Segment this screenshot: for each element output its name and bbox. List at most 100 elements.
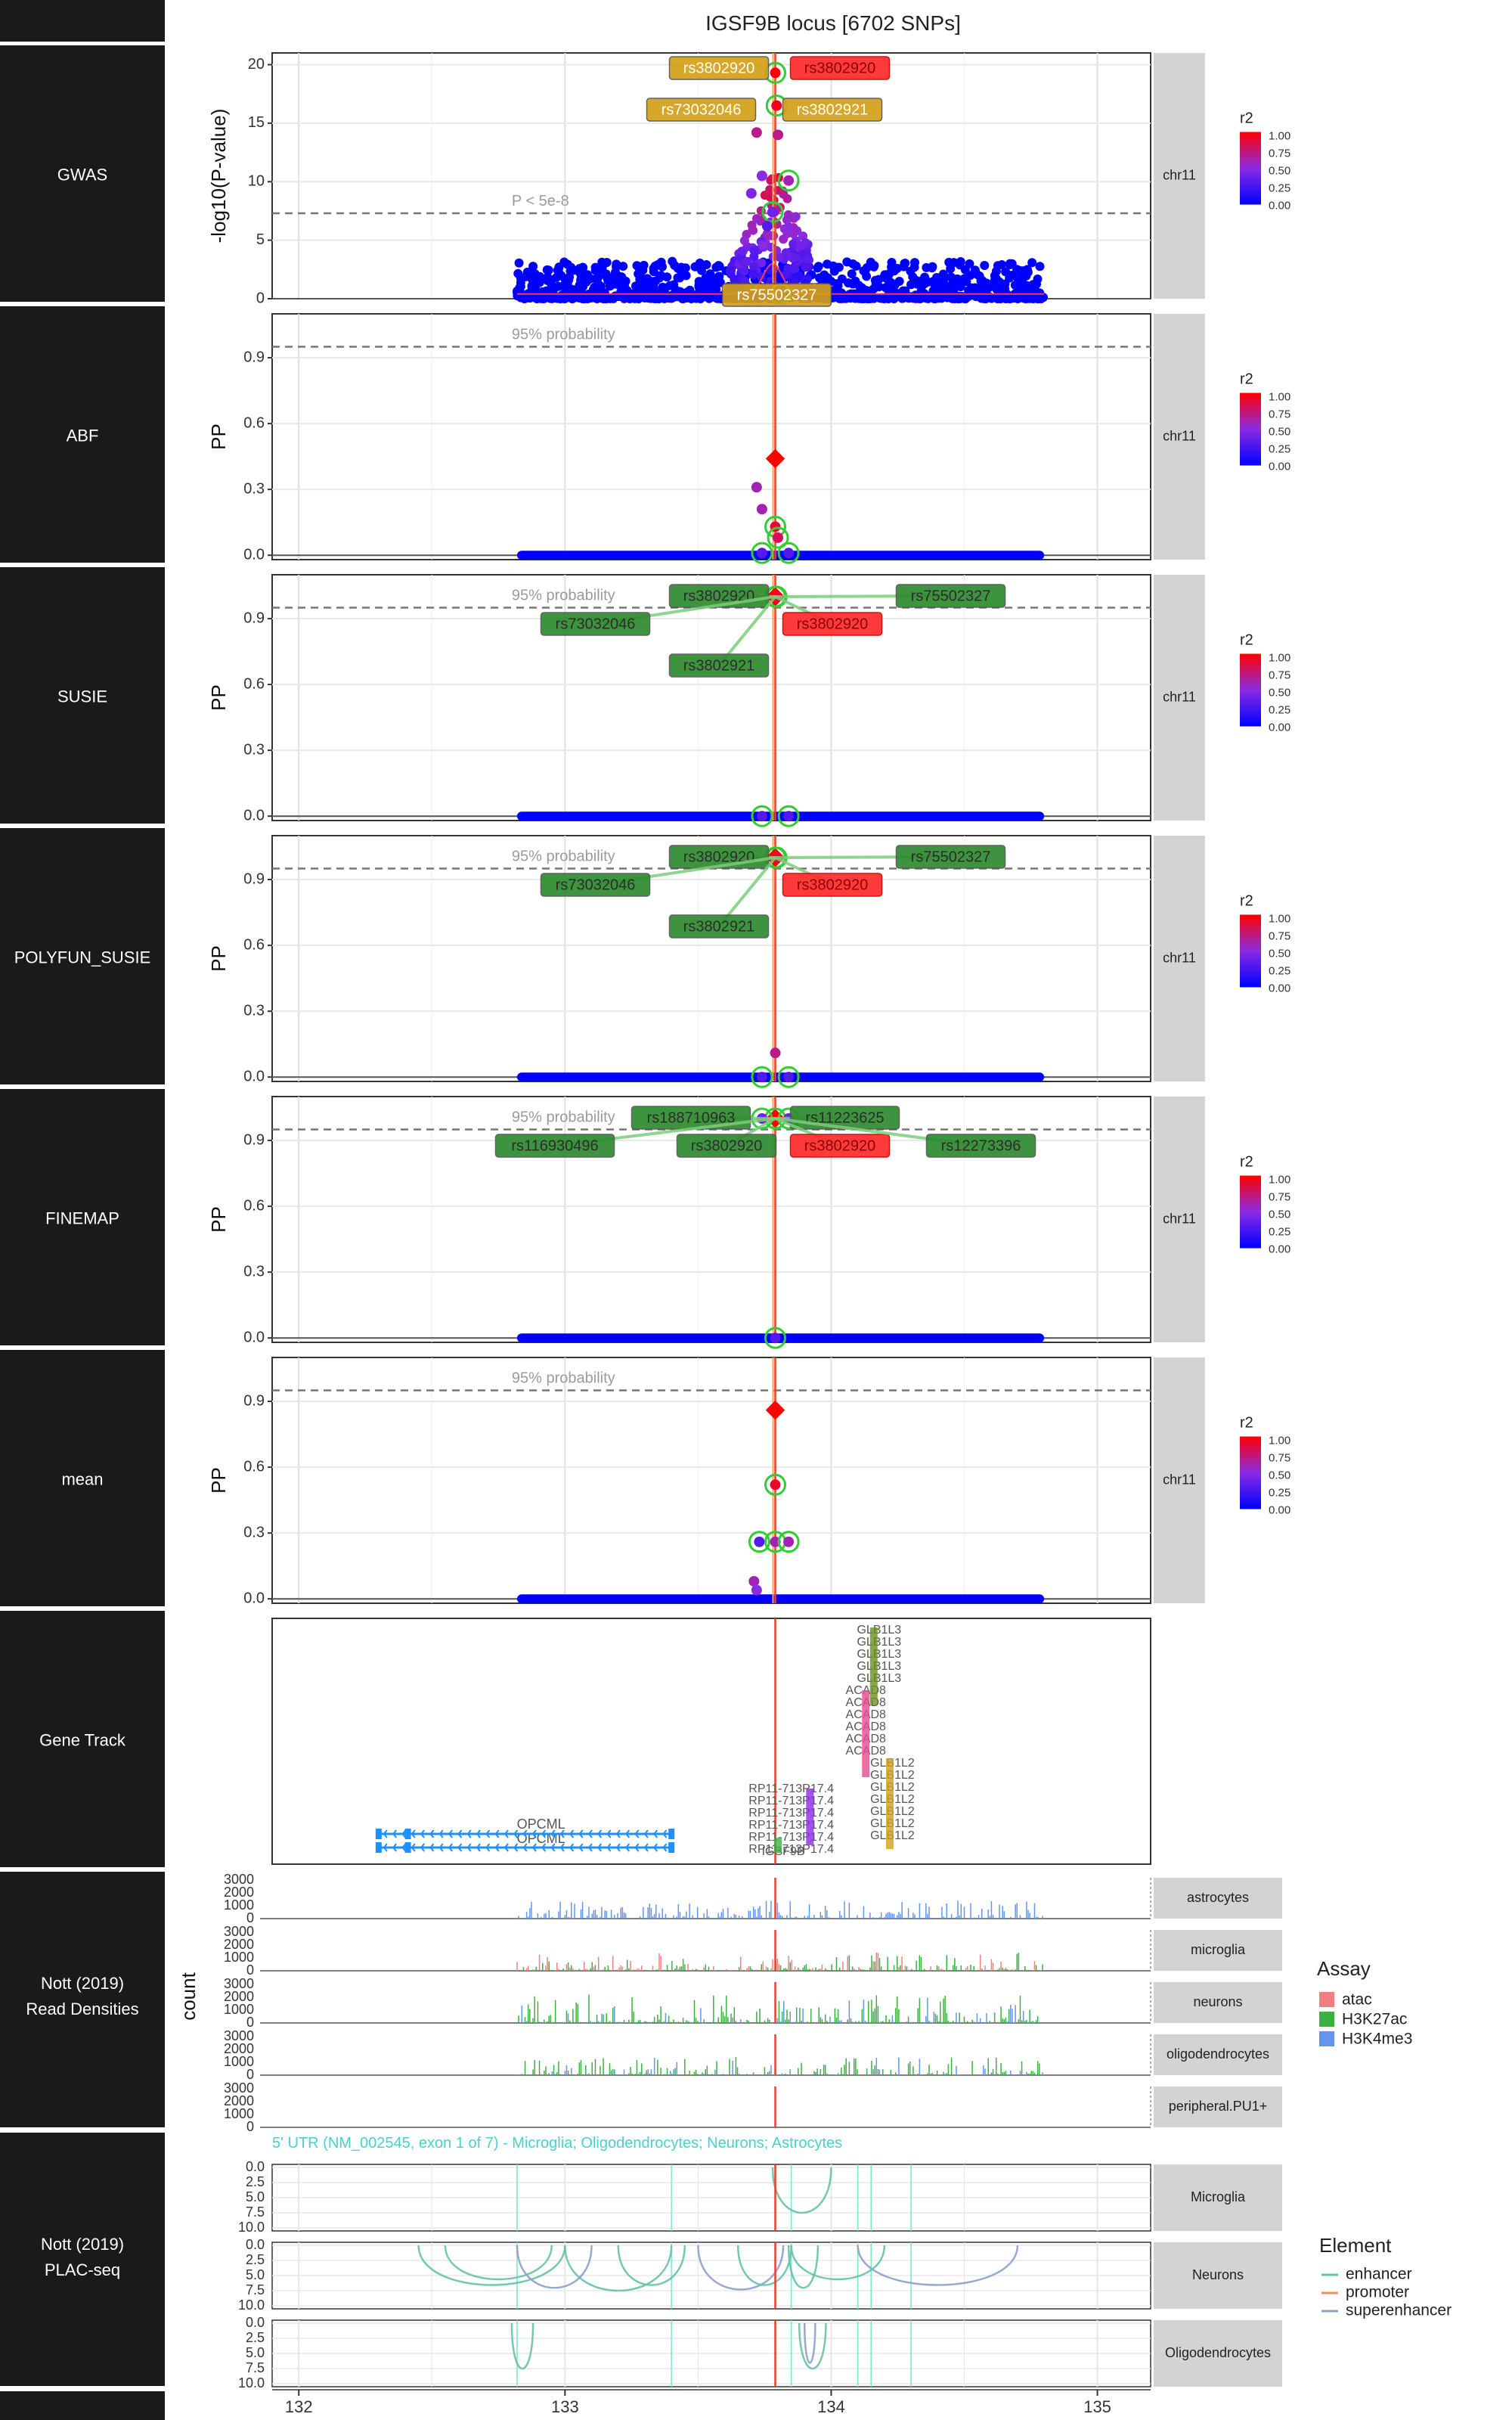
snp-label-text: rs3802920 [797, 876, 869, 893]
strand-arrow [634, 1829, 640, 1838]
gwas-point [748, 225, 758, 235]
legend-tick-label: 0.75 [1269, 669, 1290, 681]
legend-colorbar [1240, 1175, 1261, 1249]
plac-arc [417, 2245, 566, 2286]
gene-label: GLB1L3 [857, 1648, 901, 1661]
gwas-point [854, 293, 864, 303]
gene-label: RP11-713P17.4 [748, 1795, 834, 1807]
strand-arrow [541, 1843, 547, 1852]
strand-arrow [466, 1829, 472, 1838]
gwas-point [913, 291, 923, 301]
baseline-snp-band [516, 551, 1045, 560]
y-tick-label: 0.0 [243, 1329, 265, 1345]
y-tick-label: 0.0 [246, 2237, 265, 2252]
credible-set-ring [751, 1066, 773, 1088]
gwas-point [779, 234, 789, 244]
y-tick-label: 0.3 [243, 480, 265, 497]
facet-label: neurons [1193, 1994, 1242, 2009]
gwas-point [781, 248, 791, 258]
threshold-label: 95% probability [512, 1370, 615, 1387]
gwas-point [970, 283, 980, 293]
strand-arrow [476, 1829, 481, 1838]
legend-label: promoter [1346, 2284, 1409, 2301]
gwas-point [516, 281, 525, 291]
y-tick-label: 0.3 [243, 1524, 265, 1540]
figure-title: IGSF9B locus [6702 SNPs] [705, 11, 961, 35]
snp-point [745, 188, 757, 199]
y-tick-label: 1000 [224, 2106, 254, 2121]
facet-label: chr11 [1163, 689, 1196, 704]
gwas-point [878, 293, 888, 302]
panel-frame [271, 1096, 1151, 1343]
gwas-point [541, 286, 551, 296]
gwas-point [751, 214, 761, 224]
gwas-point [702, 259, 711, 269]
gwas-point [530, 284, 540, 294]
legend-label: atac [1342, 1991, 1372, 2009]
facet-label: chr11 [1163, 1211, 1196, 1226]
snp-label-text: rs3802920 [683, 849, 755, 865]
gwas-point [789, 239, 798, 249]
y-tick-label: 3000 [224, 1872, 254, 1887]
legend-tick-label: 0.00 [1269, 721, 1290, 734]
gwas-point [934, 275, 944, 284]
strand-arrow [559, 1843, 565, 1852]
gwas-point [559, 293, 569, 303]
gwas-point [765, 185, 775, 194]
legend-tick-label: 0.75 [1269, 1451, 1290, 1464]
gwas-point [866, 257, 875, 267]
y-tick-label: 0 [246, 1910, 254, 1925]
strand-arrow [457, 1829, 463, 1838]
strand-arrow [597, 1843, 603, 1852]
gwas-point [854, 281, 864, 290]
gwas-point [590, 262, 600, 272]
legend-tick-label: 0.75 [1269, 929, 1290, 942]
gwas-point [516, 274, 525, 284]
y-tick-label: 0.9 [243, 1392, 265, 1409]
snp-point [770, 1479, 781, 1491]
snp-label-text: rs73032046 [556, 616, 636, 632]
strip-bg [0, 1350, 165, 1606]
gwas-point [542, 265, 552, 275]
strand-arrow [531, 1843, 537, 1852]
strand-arrow [597, 1829, 603, 1838]
gwas-point [578, 282, 588, 292]
strand-arrow [485, 1843, 491, 1852]
strand-arrow [383, 1829, 388, 1838]
legend-tick-label: 0.00 [1269, 199, 1290, 212]
chart-panels: 0 5 10 15 20 -log10(P-value) P < 5e-8 rs3802920… [207, 52, 1205, 1606]
strand-arrow [615, 1843, 621, 1852]
y-axis-label: PP [207, 1206, 230, 1233]
strand-arrow [662, 1843, 668, 1852]
y-tick-label: 0 [246, 2119, 254, 2134]
strand-arrow [625, 1843, 631, 1852]
gwas-point [894, 276, 904, 286]
gwas-point [581, 293, 591, 302]
strip-bg [0, 0, 165, 42]
legend-tick-label: 0.50 [1269, 1469, 1290, 1481]
y-axis-label: count [177, 1972, 200, 2020]
legend-tick-label: 0.00 [1269, 1243, 1290, 1255]
snp-label-text: rs3802920 [683, 588, 755, 604]
snp-label-text: rs75502327 [911, 588, 991, 604]
legend-label: superenhancer [1346, 2302, 1452, 2319]
snp-point [783, 811, 795, 822]
gwas-point [980, 260, 990, 270]
snp-point [748, 1575, 760, 1587]
gwas-point [981, 293, 991, 303]
gwas-point [906, 266, 916, 276]
gwas-point [946, 264, 956, 274]
gene-label: RP11-713P17.4 [748, 1831, 834, 1844]
y-tick-label: 0 [246, 2015, 254, 2030]
strand-arrow [606, 1843, 612, 1852]
snp-label-text: rs3802920 [683, 60, 755, 76]
gwas-point [790, 253, 800, 262]
exon-opcml [668, 1829, 675, 1839]
r2-legend: r2 1.00 0.75 0.50 0.25 0.00 [1240, 1154, 1290, 1255]
gwas-point [611, 279, 621, 289]
y-tick-label: 3000 [224, 1976, 254, 1991]
gwas-point [694, 282, 704, 292]
plac-arc [787, 2245, 820, 2289]
gene-block [869, 1627, 878, 1705]
snp-label-box [721, 283, 832, 307]
